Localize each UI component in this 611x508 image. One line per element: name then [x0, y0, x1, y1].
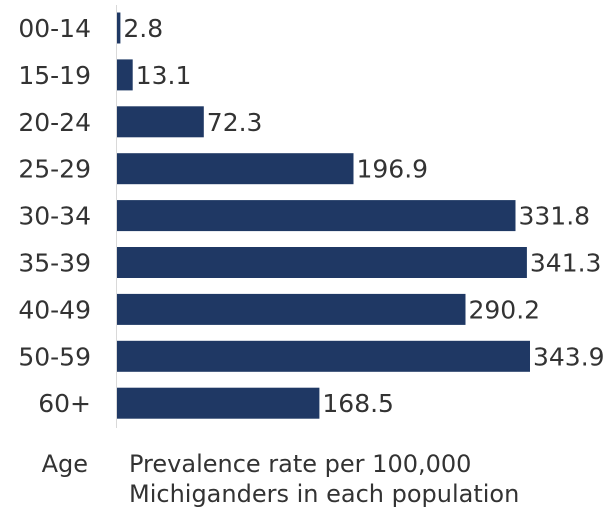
bars-group	[117, 12, 530, 419]
category-label-60+: 60+	[38, 389, 91, 418]
value-label-60+: 168.5	[322, 389, 394, 418]
value-label-35-39: 341.3	[530, 249, 602, 278]
bar-35-39	[117, 247, 527, 278]
value-labels: 2.8 13.1 72.3 196.9 331.8 341.3 290.2 343.9 168.…	[123, 14, 604, 418]
x-axis-title-line2: Michiganders in each population	[129, 480, 519, 508]
category-label-00-14: 00-14	[18, 14, 91, 43]
category-labels: 00-14 15-19 20-24 25-29 30-34 35-39 40-49 50-59…	[18, 14, 91, 418]
value-label-15-19: 13.1	[136, 61, 192, 90]
category-label-15-19: 15-19	[18, 61, 91, 90]
x-axis-title-line1: Prevalence rate per 100,000	[129, 450, 471, 478]
value-label-00-14: 2.8	[123, 14, 163, 43]
bar-40-49	[117, 293, 466, 325]
y-axis-title: Age	[42, 450, 88, 478]
bar-25-29	[117, 153, 354, 185]
bar-00-14	[117, 12, 121, 44]
category-label-20-24: 20-24	[18, 108, 91, 137]
category-label-30-34: 30-34	[18, 202, 91, 231]
bar-15-19	[117, 59, 133, 91]
bar-30-34	[117, 200, 516, 232]
category-label-50-59: 50-59	[18, 342, 91, 371]
value-label-30-34: 331.8	[519, 202, 591, 231]
value-label-40-49: 290.2	[469, 295, 541, 324]
bar-20-24	[117, 106, 204, 138]
bar-60+	[117, 387, 320, 419]
value-label-25-29: 196.9	[357, 155, 429, 184]
category-label-40-49: 40-49	[18, 295, 91, 324]
category-label-35-39: 35-39	[18, 249, 91, 278]
value-label-20-24: 72.3	[207, 108, 263, 137]
bar-50-59	[117, 340, 530, 372]
value-label-50-59: 343.9	[533, 342, 605, 371]
category-label-25-29: 25-29	[18, 155, 91, 184]
